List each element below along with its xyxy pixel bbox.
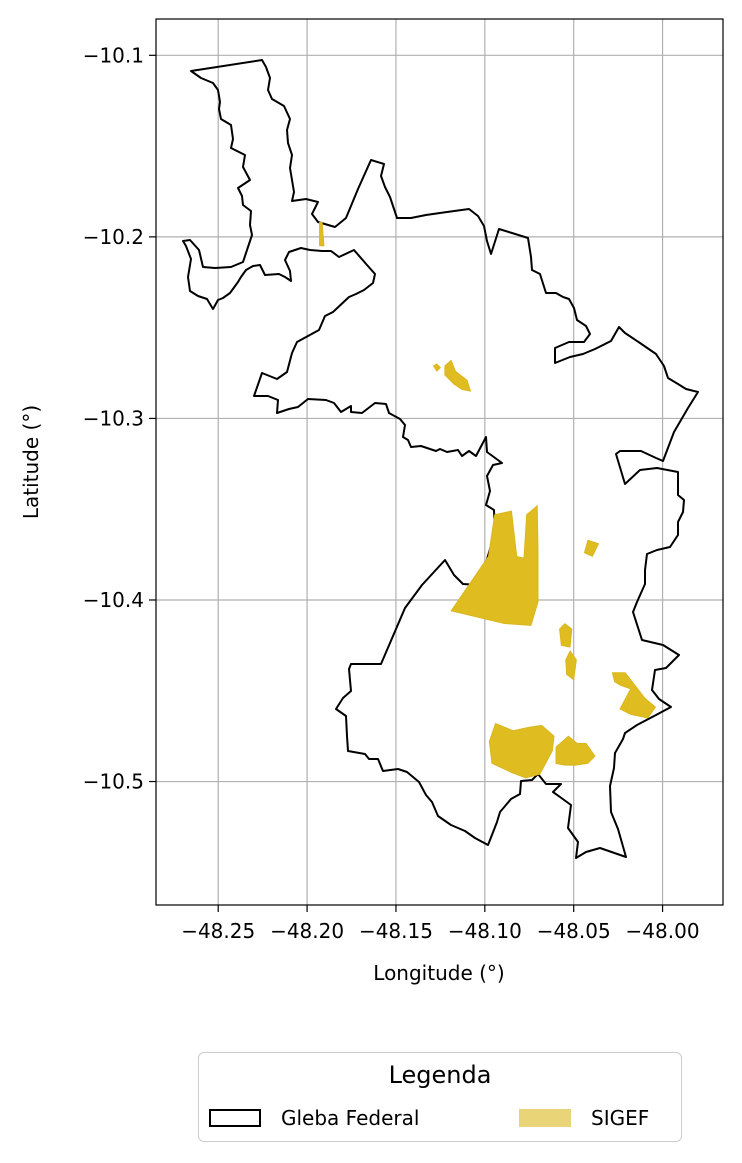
legend: Legenda Gleba Federal SIGEF [198, 1052, 682, 1142]
x-tick-label: −48.00 [626, 919, 700, 943]
sigef-parcel [555, 735, 596, 766]
legend-item-gleba-federal: Gleba Federal [209, 1105, 419, 1131]
y-axis-title: Latitude (°) [19, 405, 43, 519]
sigef-parcel [565, 650, 577, 681]
legend-swatch-fill [519, 1109, 571, 1127]
legend-swatch-outline [209, 1109, 261, 1127]
y-tick-label: −10.5 [83, 770, 144, 794]
sigef-parcel [450, 504, 539, 626]
sigef-parcel [319, 221, 325, 247]
sigef-parcel [432, 363, 441, 372]
y-tick-label: −10.4 [83, 588, 144, 612]
gleba-federal-boundary [182, 59, 699, 859]
y-axis-ticks: −10.1 −10.2 −10.3 −10.4 −10.5 [83, 43, 156, 794]
y-tick-label: −10.1 [83, 43, 144, 67]
legend-label-sigef: SIGEF [591, 1106, 650, 1130]
y-tick-label: −10.3 [83, 406, 144, 430]
sigef-parcel [488, 722, 555, 779]
x-tick-label: −48.10 [448, 919, 522, 943]
sigef-layer [319, 221, 657, 779]
x-axis-title: Longitude (°) [373, 961, 504, 985]
sigef-parcel [583, 539, 600, 557]
gleba-federal-layer [182, 59, 699, 859]
y-tick-label: −10.2 [83, 225, 144, 249]
x-axis-ticks: −48.25 −48.20 −48.15 −48.10 −48.05 −48.00 [181, 905, 700, 943]
legend-label-gleba-federal: Gleba Federal [281, 1106, 420, 1130]
x-tick-label: −48.20 [270, 919, 344, 943]
axes-frame [155, 18, 724, 906]
legend-title: Legenda [388, 1061, 492, 1089]
x-tick-label: −48.25 [181, 919, 255, 943]
gridlines [156, 19, 723, 905]
legend-item-sigef: SIGEF [519, 1105, 649, 1131]
sigef-parcel [444, 359, 472, 392]
sigef-parcel [611, 672, 657, 719]
sigef-parcel [559, 623, 573, 648]
x-tick-label: −48.15 [359, 919, 433, 943]
x-tick-label: −48.05 [537, 919, 611, 943]
